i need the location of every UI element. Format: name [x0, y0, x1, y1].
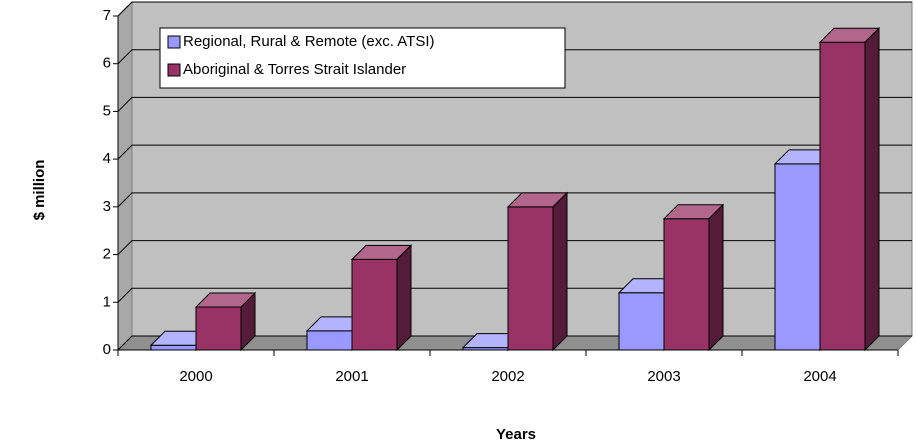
x-tick-label: 2003	[647, 368, 680, 385]
x-tick-label: 2000	[179, 368, 212, 385]
bar-front	[150, 344, 197, 351]
bar-front	[195, 306, 242, 351]
bar-side	[396, 244, 412, 352]
side-wall	[117, 0, 133, 352]
bar-front	[618, 292, 665, 351]
grid-line	[117, 240, 912, 255]
bar-front	[351, 258, 398, 351]
legend-label: Regional, Rural & Remote (exc. ATSI)	[183, 33, 434, 50]
bar-side	[240, 291, 256, 352]
legend	[159, 27, 566, 89]
bar	[506, 191, 569, 352]
bar	[350, 244, 413, 352]
x-axis-label: Years	[496, 426, 536, 443]
y-tick-label: 6	[103, 55, 111, 72]
bar	[818, 27, 881, 352]
bar	[194, 291, 257, 352]
x-tick-label: 2002	[491, 368, 524, 385]
bar	[662, 203, 725, 352]
y-tick-label: 2	[103, 246, 111, 263]
y-tick-label: 0	[103, 341, 111, 358]
bar-side	[708, 203, 724, 352]
bar-front	[306, 330, 353, 351]
grid-line	[117, 144, 912, 160]
grid-line	[117, 49, 912, 65]
bar-front	[507, 206, 554, 351]
bar-front	[819, 41, 866, 351]
y-axis-label: $ million	[31, 160, 48, 221]
x-tick-label: 2001	[335, 368, 368, 385]
y-tick-label: 5	[103, 102, 111, 119]
y-tick-label: 4	[103, 150, 111, 167]
x-tick-label: 2004	[803, 368, 836, 385]
legend-swatch	[167, 63, 181, 77]
grid-line	[117, 1, 912, 17]
grid-line	[117, 96, 912, 112]
y-tick-label: 3	[103, 198, 111, 215]
legend-label: Aboriginal & Torres Strait Islander	[183, 61, 406, 78]
y-tick-label: 1	[103, 293, 111, 310]
grid-line	[117, 192, 912, 208]
y-tick-label: 7	[103, 7, 111, 24]
bar-side	[864, 27, 880, 352]
legend-swatch	[167, 35, 181, 49]
bar-front	[663, 218, 710, 351]
bar-side	[552, 191, 568, 352]
bar-front	[774, 163, 821, 351]
